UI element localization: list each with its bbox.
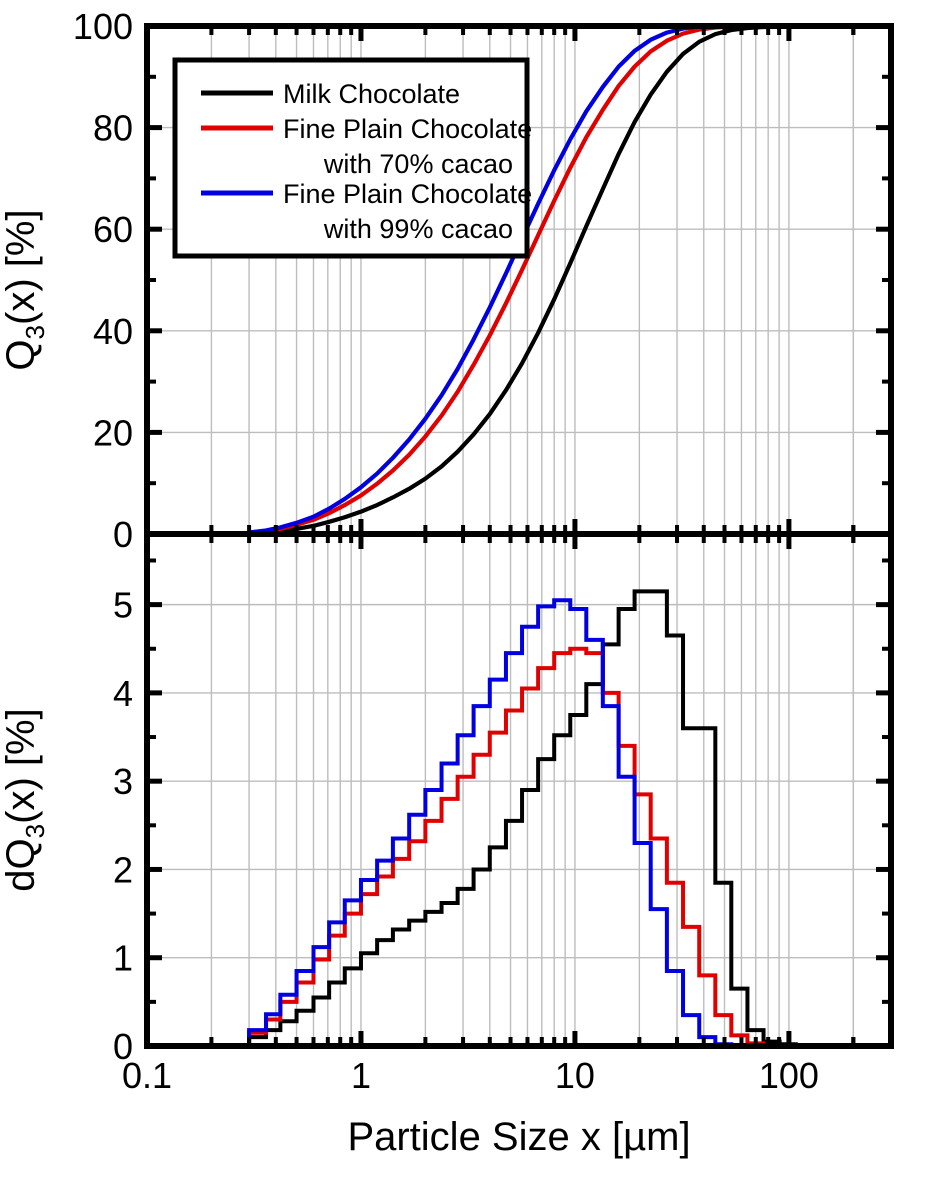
legend-label2-fine-plain-99: with 99% cacao — [323, 214, 513, 244]
x-axis-title: Particle Size x [µm] — [347, 1115, 690, 1159]
legend-label-milk-chocolate: Milk Chocolate — [283, 79, 460, 109]
legend-label-fine-plain-70: Fine Plain Chocolate — [283, 114, 532, 144]
legend-label2-fine-plain-70: with 70% cacao — [323, 149, 513, 179]
x-tick-label: 1 — [351, 1055, 371, 1096]
y-axis-title-upper: Q3(x) [%] — [0, 209, 50, 370]
legend-box — [172, 57, 530, 259]
y-tick-label-lower: 4 — [113, 673, 133, 714]
x-tick-label: 0.1 — [122, 1055, 172, 1096]
legend-label-fine-plain-99: Fine Plain Chocolate — [283, 179, 532, 209]
series-step-lower-2 — [247, 598, 845, 1048]
y-tick-label-lower: 1 — [113, 938, 133, 979]
y-tick-label-lower: 5 — [113, 585, 133, 626]
series-line-upper-0 — [246, 23, 846, 536]
lower-panel-frame — [144, 531, 894, 1049]
series-step-lower-1 — [247, 646, 845, 1048]
x-tick-label: 10 — [555, 1055, 595, 1096]
y-tick-label-upper: 20 — [93, 412, 133, 453]
y-tick-label-upper: 60 — [93, 209, 133, 250]
x-tick-label: 100 — [759, 1055, 819, 1096]
y-tick-label-upper: 80 — [93, 108, 133, 149]
y-tick-label-lower: 0 — [113, 1026, 133, 1067]
y-tick-label-upper: 100 — [73, 6, 133, 47]
y-tick-label-lower: 3 — [113, 761, 133, 802]
y-tick-label-upper: 0 — [113, 514, 133, 555]
y-tick-label-upper: 40 — [93, 311, 133, 352]
y-tick-label-lower: 2 — [113, 849, 133, 890]
y-axis-title-lower: dQ3(x) [%] — [0, 708, 50, 891]
series-step-lower-0 — [247, 589, 845, 1048]
